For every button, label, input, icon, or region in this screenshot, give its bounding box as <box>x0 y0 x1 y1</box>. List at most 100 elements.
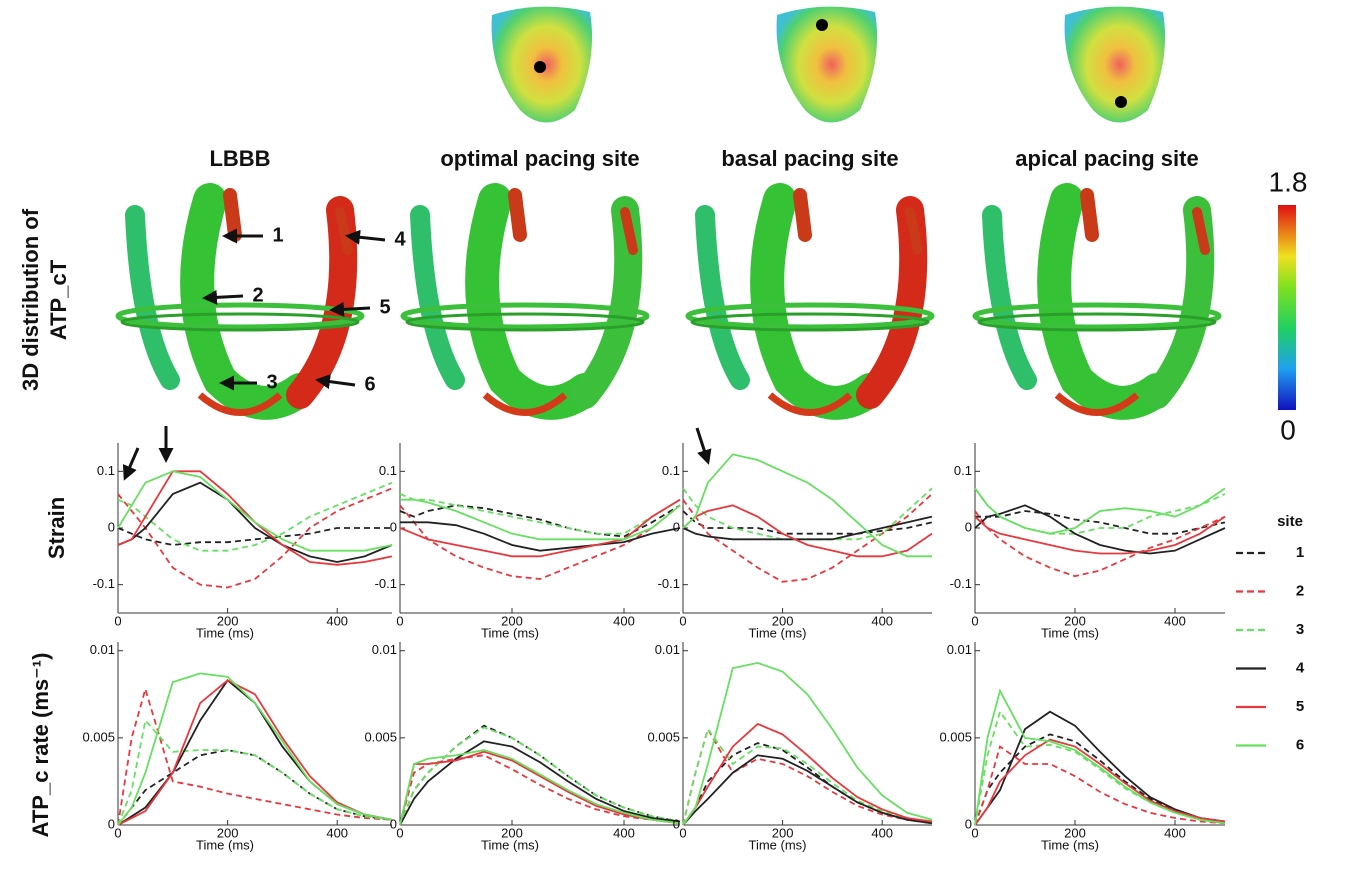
legend-label: 1 <box>1296 544 1304 561</box>
legend-label: 6 <box>1296 736 1304 753</box>
y-tick-label: 0.01 <box>372 642 397 657</box>
x-tick-label: 0 <box>679 613 686 628</box>
series-line <box>118 750 392 825</box>
x-tick-label: 400 <box>613 613 635 628</box>
row-label: ATP_cT <box>46 259 71 340</box>
y-tick-label: 0.01 <box>90 642 115 657</box>
legend-label: 5 <box>1296 698 1304 715</box>
legend-label: 4 <box>1296 659 1305 676</box>
x-tick-label: 400 <box>1164 825 1186 840</box>
x-tick-label: 0 <box>971 613 978 628</box>
x-axis-label: Time (ms) <box>748 837 806 852</box>
site-label: 5 <box>379 296 390 318</box>
colorbar-min: 0 <box>1280 414 1296 445</box>
y-tick-label: 0.005 <box>939 729 972 744</box>
heart-map <box>1065 7 1166 123</box>
y-tick-label: 0 <box>108 519 115 534</box>
y-tick-label: 0.01 <box>947 642 972 657</box>
myocardial-band <box>705 215 740 380</box>
myocardial-band <box>1087 195 1092 235</box>
pacing-dot <box>1115 96 1127 108</box>
x-axis-label: Time (ms) <box>1041 625 1099 640</box>
series-line <box>400 505 680 536</box>
x-tick-label: 400 <box>871 613 893 628</box>
y-tick-label: -0.1 <box>950 576 972 591</box>
myocardial-band <box>585 210 628 395</box>
myocardial-band <box>482 200 585 403</box>
distribution-3d <box>688 195 932 413</box>
y-tick-label: -0.1 <box>93 576 115 591</box>
x-tick-label: 0 <box>114 825 121 840</box>
pacing-dot <box>816 19 828 31</box>
x-axis-label: Time (ms) <box>196 837 254 852</box>
y-tick-label: 0.1 <box>662 463 680 478</box>
row-label: ATP_c rate (ms⁻¹) <box>28 653 53 838</box>
site-arrow <box>332 308 370 310</box>
site-label: 2 <box>252 284 263 306</box>
heart-thumbnails <box>492 7 1166 123</box>
colorbar <box>1278 205 1296 410</box>
series-line <box>118 673 392 825</box>
series-line <box>118 488 392 587</box>
chart-arrows <box>125 426 708 478</box>
myocardial-band <box>420 215 455 380</box>
figure: LBBB optimal pacing site basal pacing si… <box>0 0 1351 873</box>
series-line <box>683 663 932 825</box>
series-line <box>975 734 1225 825</box>
series-line <box>683 505 932 556</box>
x-tick-label: 400 <box>326 613 348 628</box>
series-line <box>683 729 932 825</box>
legend-title: site <box>1277 513 1303 530</box>
myocardial-band <box>230 195 235 235</box>
y-tick-label: 0.005 <box>82 729 115 744</box>
x-tick-label: 400 <box>871 825 893 840</box>
x-axis-label: Time (ms) <box>1041 837 1099 852</box>
x-axis-label: Time (ms) <box>196 625 254 640</box>
legend-label: 2 <box>1296 582 1304 599</box>
y-tick-label: 0.005 <box>647 729 680 744</box>
row-label: Strain <box>44 497 69 559</box>
series-line <box>975 505 1225 553</box>
y-tick-label: 0.1 <box>954 463 972 478</box>
series-line <box>975 488 1225 533</box>
site-label: 3 <box>266 371 277 393</box>
site-label: 4 <box>394 228 406 250</box>
series-line <box>683 488 932 539</box>
myocardial-band <box>197 200 300 403</box>
y-tick-label: 0.005 <box>364 729 397 744</box>
myocardial-band <box>992 215 1027 380</box>
series-line <box>683 724 932 825</box>
site-label: 1 <box>272 224 283 246</box>
series-line <box>118 528 392 545</box>
x-tick-label: 400 <box>1164 613 1186 628</box>
x-axis-label: Time (ms) <box>481 837 539 852</box>
series-line <box>118 689 392 825</box>
y-tick-label: 0.1 <box>97 463 115 478</box>
colorbar-max: 1.8 <box>1269 166 1308 197</box>
myocardial-band <box>870 210 913 395</box>
column-title: LBBB <box>209 146 270 171</box>
x-tick-label: 0 <box>679 825 686 840</box>
x-axis-label: Time (ms) <box>481 625 539 640</box>
y-tick-label: 0.01 <box>655 642 680 657</box>
myocardial-band <box>135 215 170 380</box>
y-tick-label: 0 <box>965 519 972 534</box>
distribution-3d <box>403 195 647 413</box>
column-title: apical pacing site <box>1015 146 1198 171</box>
site-label: 6 <box>364 373 375 395</box>
column-title: basal pacing site <box>721 146 898 171</box>
y-tick-label: -0.1 <box>375 576 397 591</box>
y-tick-label: 0 <box>390 519 397 534</box>
site-arrow <box>205 296 243 298</box>
series-line <box>683 454 932 556</box>
myocardial-band <box>1157 210 1200 395</box>
myocardial-band <box>515 195 520 235</box>
distribution-3d <box>975 195 1219 413</box>
y-tick-label: 0.1 <box>379 463 397 478</box>
x-tick-label: 0 <box>396 613 403 628</box>
x-tick-label: 400 <box>326 825 348 840</box>
x-tick-label: 400 <box>613 825 635 840</box>
y-tick-label: -0.1 <box>658 576 680 591</box>
pacing-dot <box>534 61 546 73</box>
series-line <box>975 511 1225 576</box>
